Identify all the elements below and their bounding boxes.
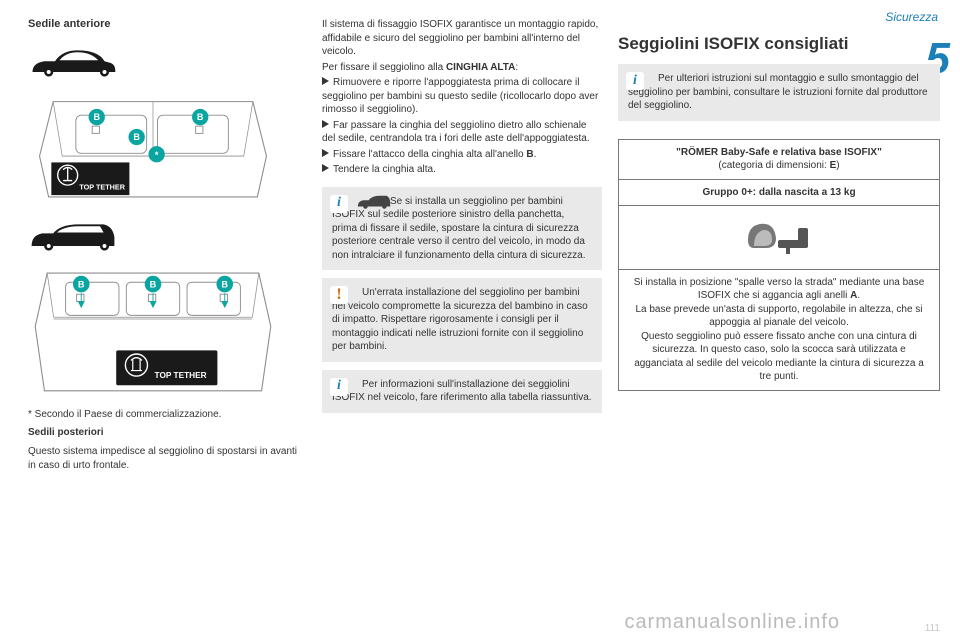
bullet-4: Tendere la cinghia alta. bbox=[322, 163, 602, 177]
svg-text:B: B bbox=[133, 132, 140, 142]
column-middle: Il sistema di fissaggio ISOFIX garantisc… bbox=[322, 18, 602, 630]
text-bold: B bbox=[526, 149, 533, 160]
svg-text:B: B bbox=[93, 112, 100, 122]
watermark: carmanualsonline.info bbox=[624, 611, 840, 634]
bullet-arrow-icon bbox=[322, 120, 329, 128]
bullet-arrow-icon bbox=[322, 149, 329, 157]
table-row: Gruppo 0+: dalla nascita a 13 kg bbox=[619, 180, 939, 207]
svg-text:TOP TETHER: TOP TETHER bbox=[79, 183, 125, 192]
text: Rimuovere e riporre l'appoggiatesta prim… bbox=[322, 77, 598, 115]
warning-box: ! Un'errata installazione del seggiolino… bbox=[322, 278, 602, 362]
svg-text:B: B bbox=[197, 112, 204, 122]
svg-text:TOP TETHER: TOP TETHER bbox=[155, 371, 207, 380]
text: Per fissare il seggiolino alla bbox=[322, 62, 446, 73]
text: Tendere la cinghia alta. bbox=[333, 164, 436, 175]
table-row bbox=[619, 206, 939, 270]
text: . bbox=[857, 290, 860, 301]
column-left: Sedile anteriore B B B * bbox=[28, 18, 306, 630]
page-number: 111 bbox=[925, 623, 940, 634]
seat-name: "RÖMER Baby-Safe e relativa base ISOFIX" bbox=[676, 147, 882, 158]
bullet-arrow-icon bbox=[322, 77, 329, 85]
heading-isofix-recommended: Seggiolini ISOFIX consigliati bbox=[618, 34, 940, 54]
text: . bbox=[534, 149, 537, 160]
isofix-intro: Il sistema di fissaggio ISOFIX garantisc… bbox=[322, 18, 602, 59]
table-row: "RÖMER Baby-Safe e relativa base ISOFIX"… bbox=[619, 140, 939, 180]
svg-text:B: B bbox=[221, 279, 228, 289]
info-box-3: i Per ulteriori istruzioni sul montaggio… bbox=[618, 64, 940, 121]
info-text: Per ulteriori istruzioni sul montaggio e… bbox=[628, 72, 930, 113]
heading-front-seat: Sedile anteriore bbox=[28, 18, 306, 30]
info-icon: i bbox=[626, 72, 644, 90]
text: Far passare la cinghia del seggiolino di… bbox=[322, 120, 590, 145]
page-body: Sedile anteriore B B B * bbox=[0, 0, 960, 640]
info-box-2: i Per informazioni sull'installazione de… bbox=[322, 370, 602, 413]
bullet-arrow-icon bbox=[322, 164, 329, 172]
info-box-1: i Se si installa un seggiolino per bambi… bbox=[322, 187, 602, 271]
trunk-illustration-2: B B B TOP TETHER bbox=[28, 262, 278, 400]
child-seat-icon bbox=[734, 214, 824, 256]
text: (categoria di dimensioni: bbox=[718, 160, 829, 171]
info-text: Per informazioni sull'installazione dei … bbox=[332, 378, 592, 405]
section-header: Sicurezza bbox=[885, 10, 938, 24]
table-row: Si installa in posizione "spalle verso l… bbox=[619, 270, 939, 390]
trunk-illustration-1: B B B * TOP TETHER bbox=[28, 88, 278, 206]
info-icon: i bbox=[330, 378, 348, 396]
heading-rear-seats: Sedili posteriori bbox=[28, 426, 306, 440]
text: La base prevede un'asta di supporto, reg… bbox=[635, 304, 922, 329]
car-wagon-silhouette-icon bbox=[28, 218, 118, 256]
car-mini-icon bbox=[356, 193, 392, 211]
svg-text:*: * bbox=[155, 150, 159, 160]
svg-text:B: B bbox=[78, 279, 85, 289]
warning-text: Un'errata installazione del seggiolino p… bbox=[332, 286, 592, 354]
text: Si installa in posizione "spalle verso l… bbox=[634, 277, 925, 302]
text: Questo seggiolino può essere fissato anc… bbox=[634, 331, 924, 383]
footnote: * Secondo il Paese di commercializzazion… bbox=[28, 408, 306, 422]
text: : bbox=[515, 62, 518, 73]
bullet-1: Rimuovere e riporre l'appoggiatesta prim… bbox=[322, 76, 602, 117]
text: Fissare l'attacco della cinghia alta all… bbox=[333, 149, 526, 160]
group-label: Gruppo 0+: dalla nascita a 13 kg bbox=[702, 187, 855, 198]
warning-icon: ! bbox=[330, 286, 348, 304]
text: ) bbox=[836, 160, 839, 171]
column-right: Seggiolini ISOFIX consigliati i Per ulte… bbox=[618, 18, 940, 630]
info-icon: i bbox=[330, 195, 348, 213]
car-silhouette-icon bbox=[28, 44, 118, 82]
isofix-table: "RÖMER Baby-Safe e relativa base ISOFIX"… bbox=[618, 139, 940, 391]
bullet-2: Far passare la cinghia del seggiolino di… bbox=[322, 119, 602, 146]
svg-text:B: B bbox=[150, 279, 157, 289]
rear-seat-text: Questo sistema impedisce al seggiolino d… bbox=[28, 445, 306, 472]
cinghia-alta-line: Per fissare il seggiolino alla CINGHIA A… bbox=[322, 61, 602, 75]
text-bold: CINGHIA ALTA bbox=[446, 62, 515, 73]
bullet-3: Fissare l'attacco della cinghia alta all… bbox=[322, 148, 602, 162]
